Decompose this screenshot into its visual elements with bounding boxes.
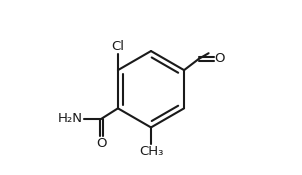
Text: O: O <box>215 52 225 65</box>
Text: Cl: Cl <box>111 40 124 53</box>
Text: O: O <box>96 137 107 150</box>
Text: H₂N: H₂N <box>58 112 83 125</box>
Text: CH₃: CH₃ <box>139 145 163 158</box>
